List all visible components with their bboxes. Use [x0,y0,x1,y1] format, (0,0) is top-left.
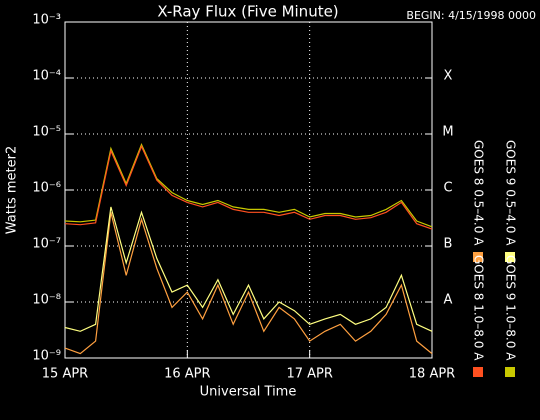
class-label: A [444,293,453,308]
y-axis-label: Watts meter2 [5,146,20,234]
legend-label: GOES 9 1.0–8.0 A [504,255,518,361]
chart-title: X-Ray Flux (Five Minute) [157,3,338,21]
y-tick-label: 10⁻⁶ [32,181,61,196]
y-tick-label: 10⁻⁴ [32,69,61,84]
legend-swatch [505,252,515,262]
class-label: X [444,69,453,84]
x-tick-label: 16 APR [164,367,210,382]
class-label: B [444,237,453,252]
legend-label: GOES 8 1.0–8.0 A [472,255,486,361]
legend-swatch [505,367,515,377]
series-line [64,144,433,230]
y-tick-label: 10⁻⁷ [32,237,61,252]
series-line [64,212,433,355]
y-tick-label: 10⁻⁸ [32,293,61,308]
legend-swatch [473,252,483,262]
legend-label: GOES 9 0.5–4.0 A [504,140,518,246]
class-label: C [443,181,452,196]
x-tick-label: 15 APR [42,367,88,382]
y-tick-label: 10⁻³ [32,13,61,28]
x-tick-label: 18 APR [409,367,455,382]
series-line [64,206,433,332]
x-axis-label: Universal Time [200,385,297,400]
series-line [64,142,433,228]
x-tick-label: 17 APR [286,367,332,382]
class-label: M [442,125,453,140]
legend-label: GOES 8 0.5–4.0 A [472,140,486,246]
legend-swatch [473,367,483,377]
chart-subtitle: BEGIN: 4/15/1998 0000 [406,9,536,22]
y-tick-label: 10⁻⁹ [32,349,61,364]
y-tick-label: 10⁻⁵ [32,125,61,140]
